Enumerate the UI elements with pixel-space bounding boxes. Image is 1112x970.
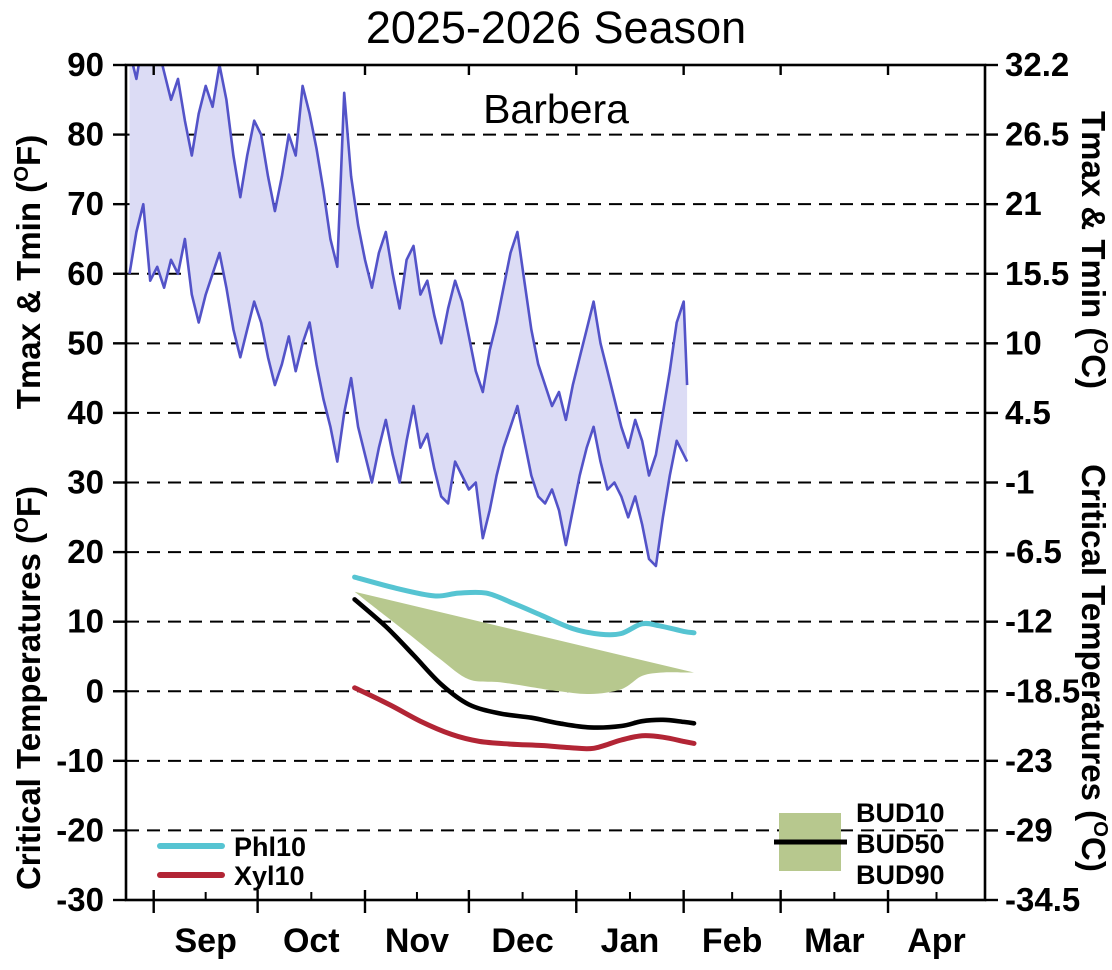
chart-subtitle: Barbera xyxy=(483,86,629,132)
y-left-tick-label: -30 xyxy=(56,881,104,918)
tmax-tmin-band-group xyxy=(128,65,689,568)
axis-titles: Tmax & Tmin (OF) Critical Temperatures (O… xyxy=(10,111,1112,890)
y-left-tick-label: 70 xyxy=(67,185,104,222)
y-left-tick-label: -10 xyxy=(56,742,104,779)
legend-label-bud90: BUD90 xyxy=(856,860,945,890)
xyl10-line xyxy=(352,685,697,752)
y-right-lower-title: Critical Temperatures (OC) xyxy=(1075,464,1112,872)
y-right-tick-label: -18.5 xyxy=(1005,672,1080,709)
chart-title: 2025-2026 Season xyxy=(365,2,747,53)
phl10-line xyxy=(352,574,697,638)
y-left-tick-label: 10 xyxy=(67,603,104,640)
axis-ticks xyxy=(113,63,998,913)
y-left-tick-label: 40 xyxy=(67,394,104,431)
y-right-tick-label: -6.5 xyxy=(1005,533,1062,570)
legend-label-xyl10: Xyl10 xyxy=(234,861,305,891)
legend-label-bud10: BUD10 xyxy=(856,798,945,828)
y-right-tick-label: 10 xyxy=(1005,324,1042,361)
y-right-upper-title: Tmax & Tmin (OC) xyxy=(1075,111,1112,389)
y-right-tick-label: 32.2 xyxy=(1005,46,1069,83)
y-left-tick-label: 20 xyxy=(67,533,104,570)
y-left-tick-label: 80 xyxy=(67,116,104,153)
y-right-tick-label: -34.5 xyxy=(1005,881,1080,918)
legend-label-phl10: Phl10 xyxy=(234,832,306,862)
x-month-label: Mar xyxy=(804,922,864,960)
tmax-line xyxy=(131,65,689,477)
y-left-tick-label: 50 xyxy=(67,324,104,361)
y-right-tick-label: -29 xyxy=(1005,811,1053,848)
x-month-label: Dec xyxy=(491,922,553,960)
y-left-upper-title: Tmax & Tmin (OF) xyxy=(10,135,47,409)
y-right-tick-label: 4.5 xyxy=(1005,394,1051,431)
y-right-tick-label: -1 xyxy=(1005,464,1034,501)
x-month-label: Jan xyxy=(601,922,660,960)
x-month-label: Oct xyxy=(283,922,340,960)
y-left-tick-label: -20 xyxy=(56,811,104,848)
bud-band xyxy=(354,591,694,695)
y-left-tick-label: 30 xyxy=(67,464,104,501)
y-right-tick-label: 26.5 xyxy=(1005,116,1069,153)
tmin-line xyxy=(128,202,689,568)
y-right-tick-label: -23 xyxy=(1005,742,1053,779)
tmax-tmin-band xyxy=(129,65,688,566)
legend-label-bud50: BUD50 xyxy=(856,829,945,859)
y-right-tick-label: -12 xyxy=(1005,603,1053,640)
y-left-tick-label: 90 xyxy=(67,46,104,83)
y-right-tick-label: 21 xyxy=(1005,185,1042,222)
x-month-label: Feb xyxy=(702,922,762,960)
y-left-tick-label: 60 xyxy=(67,255,104,292)
x-month-label: Apr xyxy=(907,922,966,960)
x-month-label: Nov xyxy=(385,922,449,960)
x-month-label: Sep xyxy=(174,922,236,960)
y-right-tick-label: 15.5 xyxy=(1005,255,1069,292)
y-left-tick-label: 0 xyxy=(86,672,104,709)
gridlines xyxy=(126,133,985,832)
bud50-line xyxy=(352,597,697,730)
y-left-lower-title: Critical Temperatures (OF) xyxy=(10,486,47,890)
